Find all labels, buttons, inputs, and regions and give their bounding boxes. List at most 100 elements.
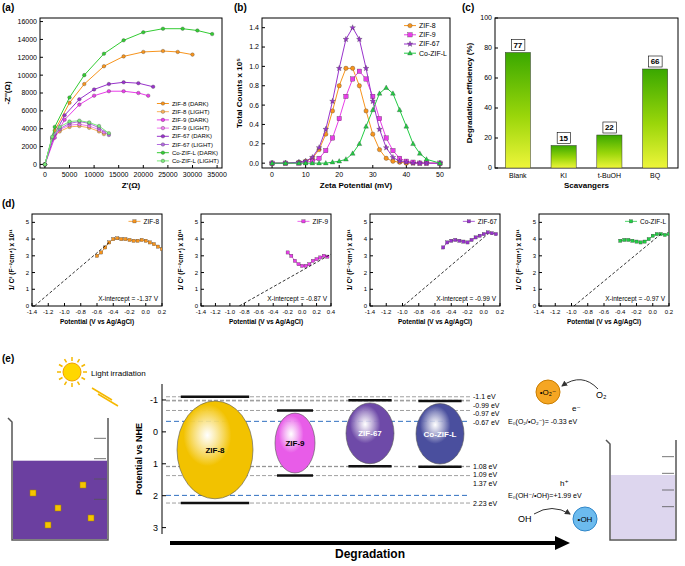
data-point bbox=[377, 91, 382, 95]
x-tick bbox=[402, 303, 403, 306]
series-line bbox=[272, 88, 440, 163]
y-tick-label: 0 bbox=[488, 164, 492, 171]
axis-title: Potential vs NHE bbox=[134, 423, 144, 495]
beaker-liquid bbox=[611, 475, 675, 539]
y-tick-label: 3 bbox=[26, 253, 30, 259]
light-label: Light irradiation bbox=[91, 369, 146, 378]
y-tick bbox=[370, 306, 373, 307]
y-tick bbox=[262, 163, 265, 164]
panel-2: 020406080100ScavangersDegradation effici… bbox=[462, 2, 678, 190]
y-tick-label: 2 bbox=[364, 270, 368, 276]
x-tick bbox=[215, 303, 216, 306]
data-point bbox=[482, 232, 485, 235]
legend-label: ZIF-67 bbox=[419, 40, 440, 47]
data-label: 15 bbox=[559, 134, 568, 143]
reaction-arrow bbox=[534, 509, 570, 515]
y-tick bbox=[262, 27, 265, 28]
x-tick-label: 5000 bbox=[62, 171, 78, 178]
redox-label: E₀(O₂/•O₂⁻)= -0.33 eV bbox=[508, 418, 577, 426]
series-line bbox=[97, 238, 162, 256]
series-line bbox=[272, 71, 440, 163]
y-axis-title: -Z''(Ω) bbox=[3, 81, 12, 104]
legend-label: ZIF-9 (LIGHT) bbox=[172, 125, 210, 131]
data-point bbox=[344, 66, 348, 70]
x-tick-label: 20 bbox=[335, 171, 343, 178]
data-point bbox=[137, 81, 141, 85]
data-point bbox=[151, 85, 155, 89]
panel-5: -1.4-1.2-1.0-0.8-0.6-0.4-0.20.00.2012345… bbox=[346, 214, 505, 326]
species-label: OH bbox=[518, 514, 532, 524]
data-point bbox=[631, 239, 634, 242]
plot-frame bbox=[495, 18, 678, 168]
axis-tick-label: -1 bbox=[150, 395, 158, 405]
x-tick-label: 0 bbox=[43, 171, 47, 178]
level-label: -0.67 eV bbox=[473, 419, 500, 426]
data-point bbox=[296, 159, 302, 164]
material-sphere bbox=[177, 401, 253, 499]
marks bbox=[34, 237, 162, 306]
species-label: •O₂⁻ bbox=[540, 388, 556, 397]
data-point bbox=[116, 237, 119, 240]
x-tick bbox=[669, 303, 670, 306]
y-tick bbox=[539, 272, 542, 273]
data-point bbox=[137, 91, 141, 95]
legend-marker bbox=[161, 159, 165, 163]
x-tick-label: -0.8 bbox=[414, 309, 425, 315]
degradation-arrow bbox=[170, 541, 555, 545]
panel-label: (b) bbox=[234, 2, 247, 13]
data-point bbox=[120, 237, 123, 240]
data-point bbox=[370, 107, 375, 111]
x-tick bbox=[636, 303, 637, 306]
legend-label: Co-ZIF-L bbox=[640, 218, 666, 225]
catalyst-particle bbox=[80, 482, 86, 488]
x-tick-label: -1.4 bbox=[27, 309, 38, 315]
x-tick bbox=[217, 165, 218, 168]
legend: ZIF-67 bbox=[463, 218, 498, 225]
species-label: O₂ bbox=[596, 390, 607, 400]
data-label-box bbox=[511, 40, 524, 51]
x-tick-label: -0.2 bbox=[282, 309, 293, 315]
series-line bbox=[45, 82, 153, 164]
data-point bbox=[146, 94, 150, 98]
y-tick-label: 0 bbox=[533, 303, 537, 309]
panel-label: (d) bbox=[2, 198, 15, 209]
legend-label: ZIF-67 (LIGHT) bbox=[172, 142, 213, 148]
x-tick-label: -1.0 bbox=[397, 309, 408, 315]
x-axis-title: Potential (V vs Ag/AgCl) bbox=[60, 318, 134, 326]
legend-label: ZIF-9 (DARK) bbox=[172, 117, 209, 123]
axis-tick bbox=[162, 399, 166, 400]
panel-label: (e) bbox=[2, 353, 14, 364]
x-tick-label: -0.8 bbox=[239, 309, 250, 315]
y-tick bbox=[40, 21, 43, 22]
material-label: Co-ZIF-L bbox=[424, 430, 457, 439]
legend: ZIF-8ZIF-9ZIF-67Co-ZIF-L bbox=[404, 22, 447, 57]
data-point bbox=[336, 65, 342, 70]
x-tick-label: -1.4 bbox=[196, 309, 207, 315]
y-tick-label: 0 bbox=[195, 303, 199, 309]
data-point bbox=[337, 116, 341, 120]
y-tick-label: 20 bbox=[484, 134, 492, 141]
data-point bbox=[132, 239, 135, 242]
y-axis-title: 1/ C² (F⁻²cm⁴) x 10¹¹ bbox=[8, 229, 16, 290]
y-tick bbox=[495, 78, 498, 79]
y-tick-label: 0.0 bbox=[249, 160, 259, 167]
x-tick bbox=[386, 303, 387, 306]
y-tick-label: 0.8 bbox=[249, 82, 259, 89]
x-tick-label: KI bbox=[560, 172, 567, 179]
data-point bbox=[124, 237, 127, 240]
data-point bbox=[470, 238, 473, 241]
beaker bbox=[606, 440, 676, 540]
legend-label: ZIF-9 bbox=[312, 218, 328, 225]
x-tick bbox=[97, 303, 98, 306]
series-line bbox=[45, 121, 109, 165]
bar bbox=[505, 53, 530, 169]
x-tick-label: 50 bbox=[436, 171, 444, 178]
y-tick bbox=[539, 306, 542, 307]
x-tick bbox=[339, 165, 340, 168]
data-point bbox=[136, 239, 139, 242]
sun bbox=[63, 363, 81, 381]
marks bbox=[505, 53, 667, 169]
y-tick-label: 1.2 bbox=[249, 43, 259, 50]
y-tick-label: 4 bbox=[195, 236, 199, 242]
data-point bbox=[438, 161, 442, 165]
